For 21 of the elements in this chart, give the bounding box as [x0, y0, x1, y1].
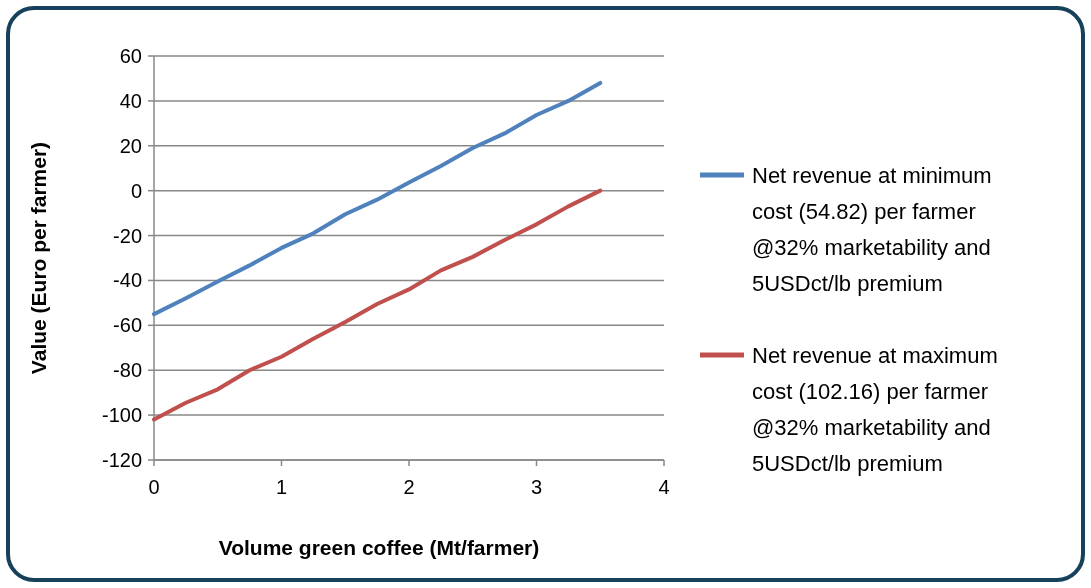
- y-tick-label: 0: [130, 179, 142, 202]
- line-series: [152, 80, 603, 317]
- y-tick-label: -100: [101, 404, 142, 427]
- x-tick-label: 4: [658, 476, 670, 498]
- line-series: [152, 188, 603, 422]
- legend-label: Net revenue at minimum cost (54.82) per farmer @32% marketability and 5USDct/lb premium: [752, 162, 992, 296]
- y-tick-label: -20: [113, 224, 142, 247]
- y-tick-label: -120: [101, 449, 142, 471]
- y-tick-label: 20: [119, 134, 142, 157]
- legend-label: Net revenue at maximum cost (102.16) per farmer @32% marketability and 5USDct/lb premium: [752, 342, 998, 476]
- y-tick-label: -40: [113, 269, 142, 292]
- y-tick-label: 60: [119, 45, 142, 67]
- x-tick-label: 3: [530, 476, 543, 498]
- y-axis-title: Value (Euro per farmer): [27, 141, 50, 375]
- y-tick-label: -60: [113, 314, 142, 337]
- x-tick-label: 0: [148, 476, 160, 498]
- y-tick-label: 40: [119, 89, 142, 112]
- x-tick-label: 2: [403, 476, 415, 498]
- y-tick-label: -80: [113, 359, 142, 382]
- x-axis-title: Volume green coffee (Mt/farmer): [218, 536, 540, 559]
- x-tick-label: 1: [275, 476, 288, 498]
